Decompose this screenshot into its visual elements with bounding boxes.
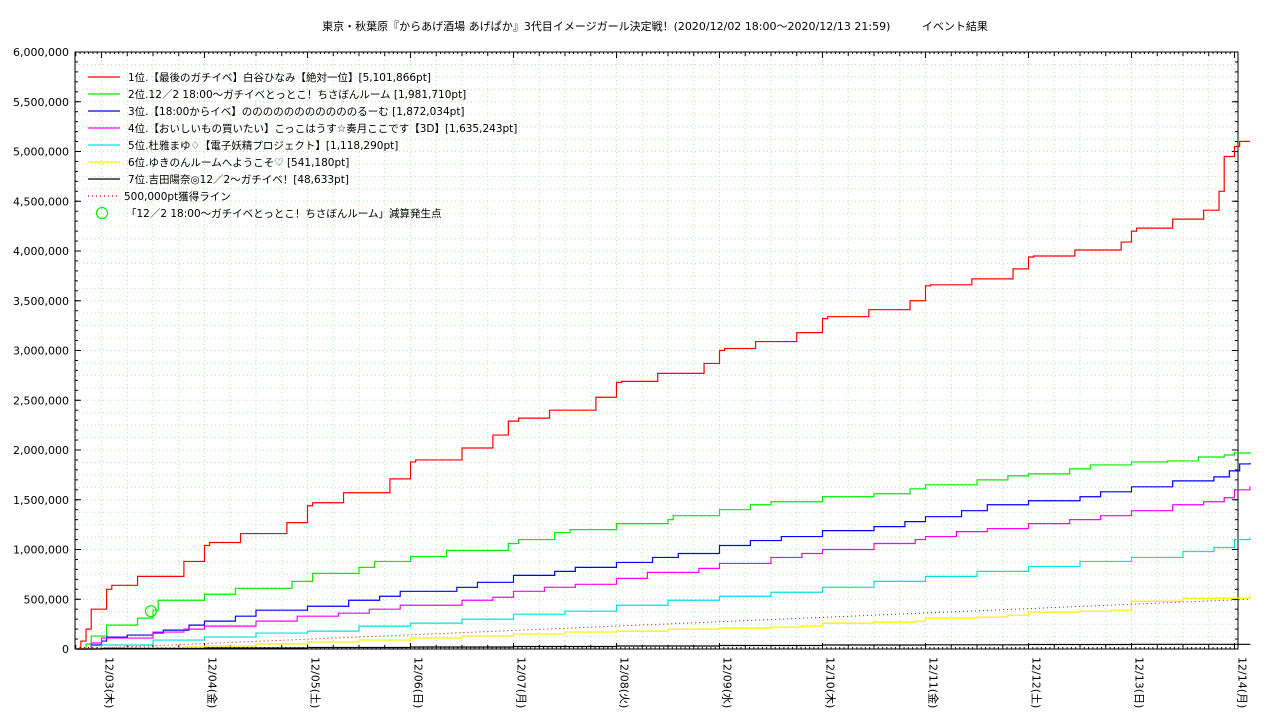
series-line-4 xyxy=(75,486,1251,650)
y-tick-label: 1,000,000 xyxy=(13,544,69,557)
y-tick-label: 0 xyxy=(62,643,69,656)
x-tick-label: 12/03(木) xyxy=(103,657,116,708)
y-tick-label: 3,000,000 xyxy=(13,345,69,358)
legend-marker-symbol xyxy=(95,206,109,220)
legend-label: 4位.【おいしいもの買いたい】こっこはうす☆奏月ここです【3D】[1,635,2… xyxy=(128,122,517,135)
x-tick-label: 12/08(火) xyxy=(618,657,631,708)
axes-layer: 0 500,000 1,000,000 1,500,000 2,000,000 2,500… xyxy=(13,46,1248,708)
x-tick-label: 12/07(月) xyxy=(515,657,528,708)
y-tick-label: 2,000,000 xyxy=(13,444,69,457)
series-line-6 xyxy=(75,595,1251,650)
y-tick-label: 6,000,000 xyxy=(13,46,69,59)
x-tick-label: 12/12(土) xyxy=(1030,657,1043,708)
y-tick-label: 1,500,000 xyxy=(13,494,69,507)
legend-label: 3位.【18:00からイベ】のののののののののののるーむ [1,872,034p… xyxy=(128,105,465,118)
y-tick-label: 2,500,000 xyxy=(13,394,69,407)
series-line-3 xyxy=(75,462,1251,650)
series-line-5 xyxy=(75,537,1251,650)
y-tick-label: 500,000 xyxy=(24,593,70,606)
legend-label: 「12／2 18:00〜ガチイベとっとこ！ちさぼんルーム」減算発生点 xyxy=(126,207,442,220)
legend-label: 2位.12／2 18:00〜ガチイベとっとこ！ちさぼんルーム [1,981,71… xyxy=(128,88,466,101)
x-tick-label: 12/11(金) xyxy=(927,657,941,708)
y-tick-label: 3,500,000 xyxy=(13,295,69,308)
legend: 1位.【最後のガチイベ】白谷ひなみ【絶対一位】[5,101,866pt] 2位.1… xyxy=(88,71,517,220)
legend-label: 500,000pt獲得ライン xyxy=(124,190,231,203)
series-line-2 xyxy=(75,451,1251,650)
y-tick-label: 5,000,000 xyxy=(13,146,69,159)
x-tick-label: 12/09(水) xyxy=(721,657,734,708)
x-tick-label: 12/13(日) xyxy=(1133,657,1146,708)
legend-label: 7位.吉田陽奈◎12／2〜ガチイベ！[48,633pt] xyxy=(128,173,349,186)
x-tick-label: 12/10(木) xyxy=(824,657,837,708)
legend-label: 5位.杜雅まゆ♢【電子妖精プロジェクト】[1,118,290pt] xyxy=(128,139,398,152)
y-tick-label: 5,500,000 xyxy=(13,96,69,109)
drop-point-marker xyxy=(144,605,158,618)
series-layer xyxy=(75,140,1251,650)
x-tick-label: 12/05(土) xyxy=(309,657,322,708)
series-line-7 xyxy=(75,643,1251,650)
x-tick-label: 12/04(金) xyxy=(206,657,220,708)
chart-title: 東京・秋葉原『からあげ酒場 あげぱか』3代目イメージガール決定戦！(2020/1… xyxy=(322,20,988,33)
x-tick-label: 12/14(月) xyxy=(1236,657,1249,708)
x-tick-label: 12/06(日) xyxy=(412,657,425,708)
y-tick-label: 4,000,000 xyxy=(13,245,69,258)
legend-label: 6位.ゆきのんルームへようこそ♡ [541,180pt] xyxy=(128,156,349,169)
series-line-1 xyxy=(75,140,1250,650)
legend-label: 1位.【最後のガチイベ】白谷ひなみ【絶対一位】[5,101,866pt] xyxy=(128,71,431,84)
y-tick-label: 4,500,000 xyxy=(13,195,69,208)
